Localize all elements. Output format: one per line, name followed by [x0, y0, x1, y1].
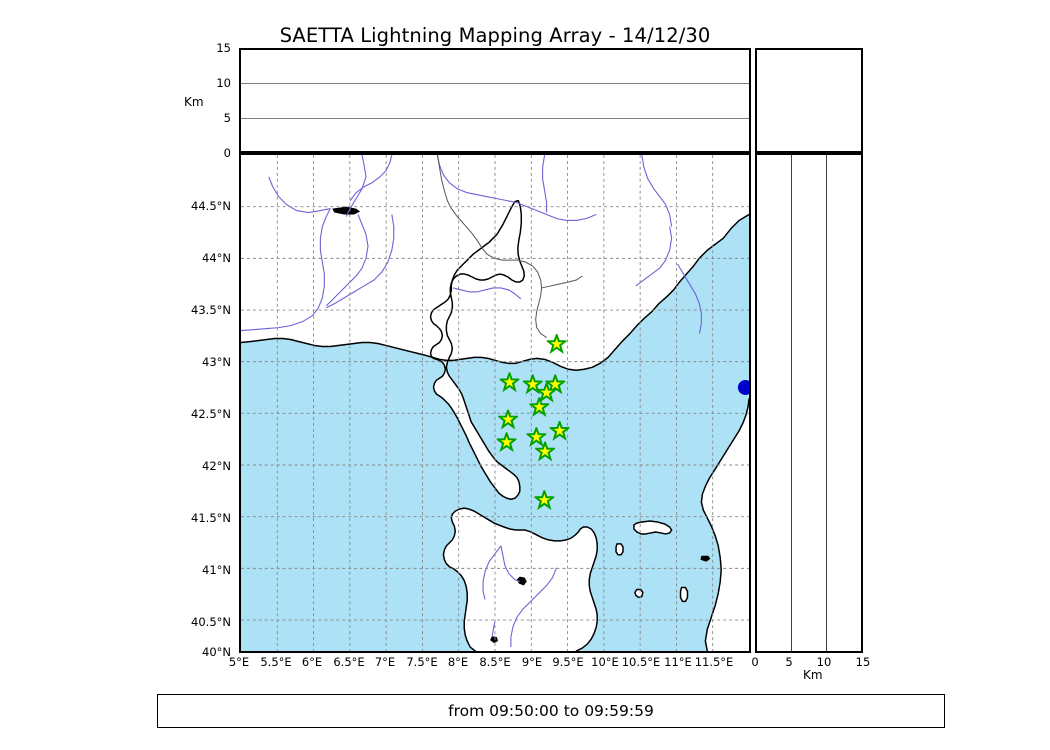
river-rhone — [268, 176, 331, 214]
map-ytick-43N: 43°N — [202, 355, 231, 369]
top-panel-ytick-10: 10 — [216, 76, 231, 90]
top-panel-gridline-10 — [241, 83, 749, 84]
top-panel-ytick-15: 15 — [216, 41, 231, 55]
right-panel-xtick-0: 0 — [751, 655, 759, 669]
top-panel-ytick-5: 5 — [223, 111, 231, 125]
sardinia-lake-2 — [490, 636, 498, 644]
lakes — [332, 206, 711, 644]
page-title: SAETTA Lightning Mapping Array - 14/12/3… — [279, 24, 711, 47]
lma-station-marker — [526, 427, 547, 446]
map-ytick-41.5N: 41.5°N — [191, 511, 231, 525]
map-ytick-44N: 44°N — [202, 251, 231, 265]
lma-station-marker — [549, 420, 570, 440]
right-panel-gridline-5 — [791, 155, 792, 651]
map-xtick-6.5E: 6.5°E — [333, 655, 365, 669]
map-xtick-7E: 7°E — [374, 655, 396, 669]
map-ytick-42.5N: 42.5°N — [191, 407, 231, 421]
map-xtick-5E: 5°E — [228, 655, 250, 669]
river-adige — [641, 155, 673, 227]
map-xtick-9E: 9°E — [521, 655, 543, 669]
corsica-river-golo — [453, 287, 522, 300]
pianosa-landmass — [680, 587, 688, 602]
map-xtick-8E: 8°E — [447, 655, 469, 669]
map-xtick-5.5E: 5.5°E — [260, 655, 292, 669]
elba-landmass — [633, 521, 672, 534]
corsica-landmass — [430, 200, 525, 500]
map-panel[interactable] — [239, 153, 751, 653]
river-ticino — [542, 155, 548, 213]
map-ytick-44.5N: 44.5°N — [191, 199, 231, 213]
top-panel-gridline-5 — [241, 118, 749, 119]
river-durance — [326, 214, 395, 309]
italy-lagoon — [700, 555, 711, 562]
map-xtick-10E: 10°E — [591, 655, 619, 669]
map-xtick-11.5E: 11.5°E — [694, 655, 734, 669]
map-graphic — [241, 155, 749, 651]
top-right-corner-panel[interactable] — [755, 48, 863, 153]
lake-geneva — [332, 206, 361, 215]
map-xtick-9.5E: 9.5°E — [552, 655, 584, 669]
map-ytick-41N: 41°N — [202, 563, 231, 577]
right-panel-xtick-5: 5 — [785, 655, 793, 669]
country-borders — [436, 155, 583, 338]
right-elevation-panel[interactable] — [755, 153, 863, 653]
sardinia-coastline — [442, 507, 598, 651]
time-range-caption[interactable]: from 09:50:00 to 09:59:59 — [157, 694, 945, 728]
lma-station-marker — [535, 441, 555, 460]
italy-west-coastline — [700, 398, 749, 651]
time-range-text: from 09:50:00 to 09:59:59 — [448, 702, 654, 720]
map-ytick-42N: 42°N — [202, 459, 231, 473]
map-xtick-6E: 6°E — [301, 655, 323, 669]
right-panel-xtick-10: 10 — [816, 655, 832, 669]
map-xtick-11E: 11°E — [664, 655, 692, 669]
pianosa-coastline — [679, 586, 689, 603]
lma-station-marker — [499, 372, 520, 391]
map-xtick-10.5E: 10.5°E — [621, 655, 661, 669]
right-panel-gridline-10 — [826, 155, 827, 651]
river-doubs — [349, 155, 393, 201]
top-elevation-panel[interactable] — [239, 48, 751, 153]
river-tiber — [677, 263, 702, 334]
italy-west-coast-landmass — [701, 212, 749, 651]
lma-station-marker — [496, 432, 517, 451]
lma-station-marker — [498, 409, 518, 428]
map-ytick-43.5N: 43.5°N — [191, 303, 231, 317]
sardinia-lake-1 — [516, 576, 527, 586]
right-panel-xtick-15: 15 — [855, 655, 871, 669]
border-france-italy — [436, 155, 547, 338]
river-po-upper — [436, 155, 498, 200]
vhf-source-points — [737, 380, 749, 395]
river-arno — [635, 226, 673, 287]
top-panel-ylabel: Km — [184, 95, 204, 109]
map-ytick-40.5N: 40.5°N — [191, 615, 231, 629]
sardinia-river-flumendosa — [510, 567, 558, 648]
vhf-source-point — [737, 380, 749, 395]
map-xtick-7.5E: 7.5°E — [406, 655, 438, 669]
river-isere — [325, 214, 369, 307]
corsica-coastline — [429, 199, 526, 500]
capraia-landmass — [616, 543, 623, 555]
map-xtick-8.5E: 8.5°E — [479, 655, 511, 669]
river-po-main — [496, 198, 597, 222]
sardinia-river-3 — [491, 621, 496, 638]
border-switzerland — [541, 275, 583, 289]
map-gridlines — [241, 155, 749, 651]
top-panel-ytick-0: 0 — [223, 146, 231, 160]
rivers — [241, 155, 702, 648]
river-rhone-lower — [241, 208, 331, 332]
lma-station-marker — [534, 490, 555, 509]
capraia-coastline — [615, 543, 624, 556]
map-ytick-40N: 40°N — [202, 645, 231, 659]
right-panel-xlabel: Km — [803, 668, 823, 682]
sardinia-river-tirso — [500, 545, 521, 583]
lma-station-marker — [529, 397, 549, 416]
elba-coastline — [633, 520, 673, 535]
